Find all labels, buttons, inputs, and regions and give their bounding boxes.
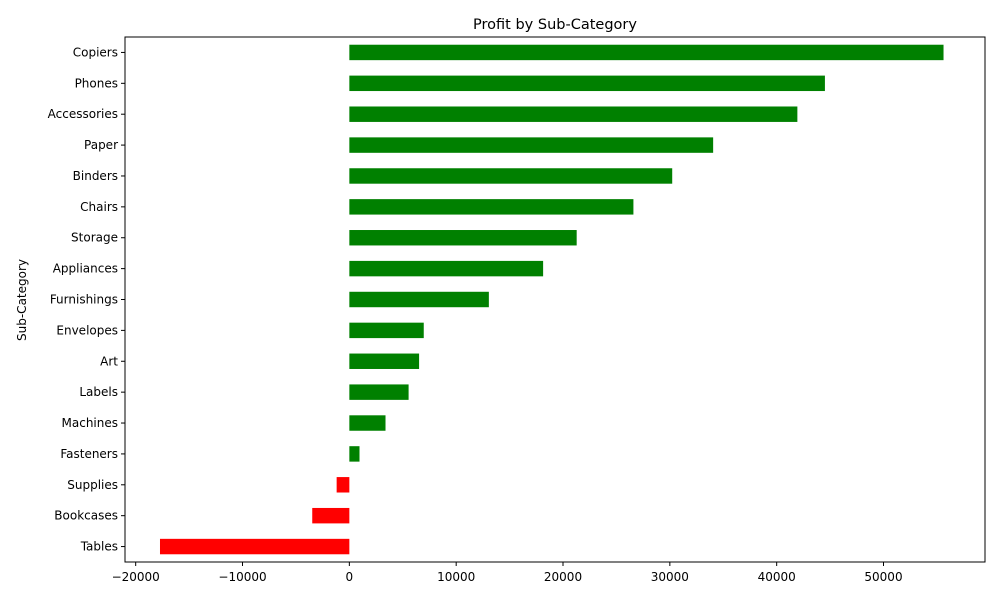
bar-appliances — [349, 260, 544, 277]
bar-bookcases — [312, 507, 350, 524]
bar-supplies — [336, 477, 350, 493]
y-tick-label: Envelopes — [56, 323, 118, 337]
bar-storage — [349, 230, 577, 246]
bar-accessories — [349, 106, 798, 122]
bar-binders — [349, 168, 673, 184]
bar-copiers — [349, 44, 944, 61]
y-axis-label: Sub-Category — [15, 259, 29, 341]
bar-tables — [159, 538, 350, 555]
y-tick-label: Storage — [71, 231, 118, 245]
bar-envelopes — [349, 322, 424, 339]
y-tick-label: Accessories — [48, 107, 118, 121]
y-ticks-group: Copiers Phones Accessories Paper Binders Chai… — [48, 45, 125, 554]
bar-chairs — [349, 199, 634, 215]
bar-machines — [349, 415, 386, 431]
bar-furnishings — [349, 291, 489, 308]
plot-frame — [124, 36, 986, 563]
y-tick-label: Art — [100, 354, 118, 368]
x-tick-label: 0 — [346, 570, 354, 584]
bars-group — [159, 44, 944, 555]
bar-labels — [349, 384, 409, 400]
y-tick-label: Fasteners — [60, 447, 118, 461]
bar-art — [349, 353, 420, 369]
bar-phones — [349, 75, 825, 92]
y-tick-label: Chairs — [80, 200, 118, 214]
bar-paper — [349, 137, 714, 153]
y-tick-label: Tables — [80, 540, 118, 554]
x-tick-label: 10000 — [437, 570, 475, 584]
x-tick-label: −10000 — [218, 570, 266, 584]
y-tick-label: Supplies — [67, 478, 118, 492]
y-tick-label: Bookcases — [54, 509, 118, 523]
x-ticks-group: −20000 −10000 0 10000 20000 30000 40000 50000 — [112, 562, 903, 584]
y-tick-label: Phones — [75, 76, 118, 90]
y-tick-label: Binders — [73, 169, 118, 183]
x-tick-label: 20000 — [544, 570, 582, 584]
bar-fasteners — [349, 446, 360, 462]
chart-title: Profit by Sub-Category — [473, 17, 637, 33]
y-tick-label: Furnishings — [50, 293, 118, 307]
y-tick-label: Paper — [84, 138, 118, 152]
y-tick-label: Appliances — [53, 262, 118, 276]
y-tick-label: Labels — [79, 385, 118, 399]
x-tick-label: −20000 — [112, 570, 160, 584]
x-tick-label: 40000 — [758, 570, 796, 584]
y-tick-label: Machines — [62, 416, 118, 430]
y-tick-label: Copiers — [73, 45, 118, 59]
x-tick-label: 50000 — [864, 570, 902, 584]
x-tick-label: 30000 — [651, 570, 689, 584]
